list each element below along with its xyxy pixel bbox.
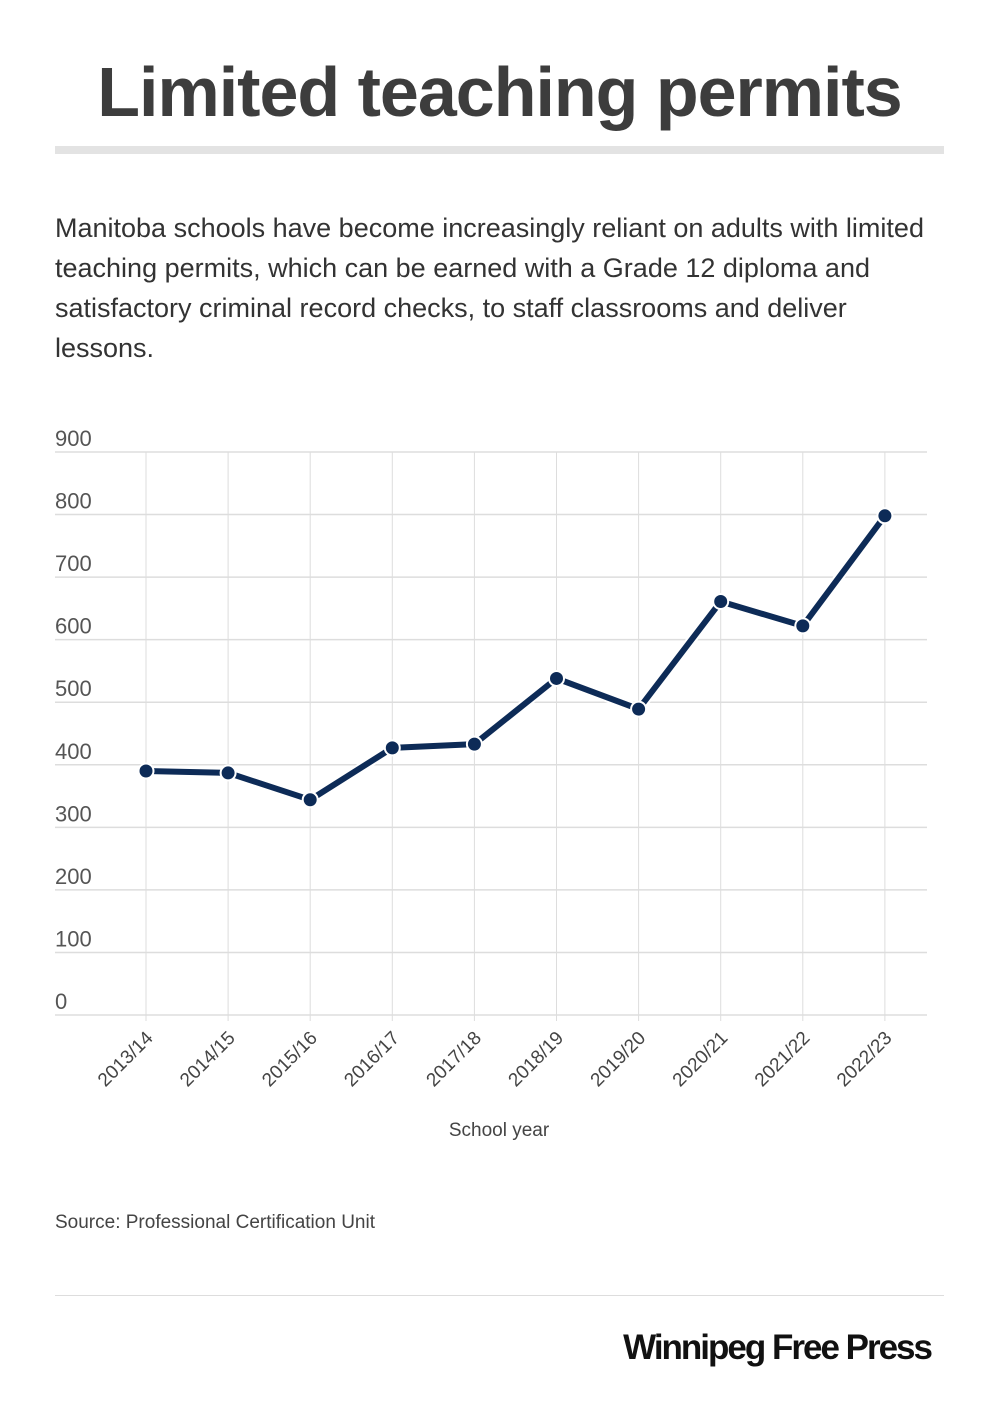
y-tick-label: 700: [55, 551, 92, 576]
y-tick-label: 900: [55, 426, 92, 451]
x-tick-label: 2018/19: [505, 1028, 568, 1091]
y-tick-label: 600: [55, 614, 92, 639]
data-point: [794, 617, 812, 635]
x-tick-label: 2020/21: [669, 1028, 732, 1091]
title-divider: [55, 146, 944, 154]
series-line: [145, 514, 888, 803]
data-point: [712, 593, 730, 611]
x-axis-label: School year: [449, 1120, 550, 1141]
y-tick-label: 100: [55, 926, 92, 951]
data-point: [137, 762, 155, 780]
x-tick-label: 2019/20: [587, 1028, 650, 1091]
x-tick-label: 2016/17: [340, 1028, 403, 1091]
y-tick-label: 0: [55, 989, 67, 1014]
chart-subtitle: Manitoba schools have become increasingl…: [55, 213, 924, 363]
data-point: [876, 507, 894, 525]
y-tick-label: 500: [55, 676, 92, 701]
y-tick-label: 200: [55, 864, 92, 889]
y-tick-label: 300: [55, 801, 92, 826]
y-tick-label: 800: [55, 489, 92, 514]
data-point: [219, 764, 237, 782]
y-tick-label: 400: [55, 739, 92, 764]
data-point: [630, 700, 648, 718]
x-tick-label: 2013/14: [94, 1027, 158, 1091]
publisher-logo: Winnipeg Free Press: [623, 1328, 933, 1367]
data-point: [383, 739, 401, 757]
x-tick-label: 2021/22: [751, 1028, 814, 1091]
x-tick-label: 2015/16: [258, 1028, 321, 1091]
footer-divider: [55, 1295, 944, 1296]
x-tick-label: 2022/23: [833, 1028, 896, 1091]
x-tick-label: 2017/18: [423, 1028, 486, 1091]
source-note: Source: Professional Certification Unit: [55, 1212, 375, 1233]
chart-title: Limited teaching permits: [97, 53, 902, 131]
data-point: [548, 669, 565, 687]
series-line-outline: [145, 512, 889, 805]
data-point: [465, 735, 483, 753]
data-point: [301, 791, 319, 809]
line-chart: 0 100 200 300 400 500 600 700 800 900 2013/14 2014/…: [55, 426, 927, 1141]
x-tick-label: 2014/15: [176, 1028, 239, 1091]
